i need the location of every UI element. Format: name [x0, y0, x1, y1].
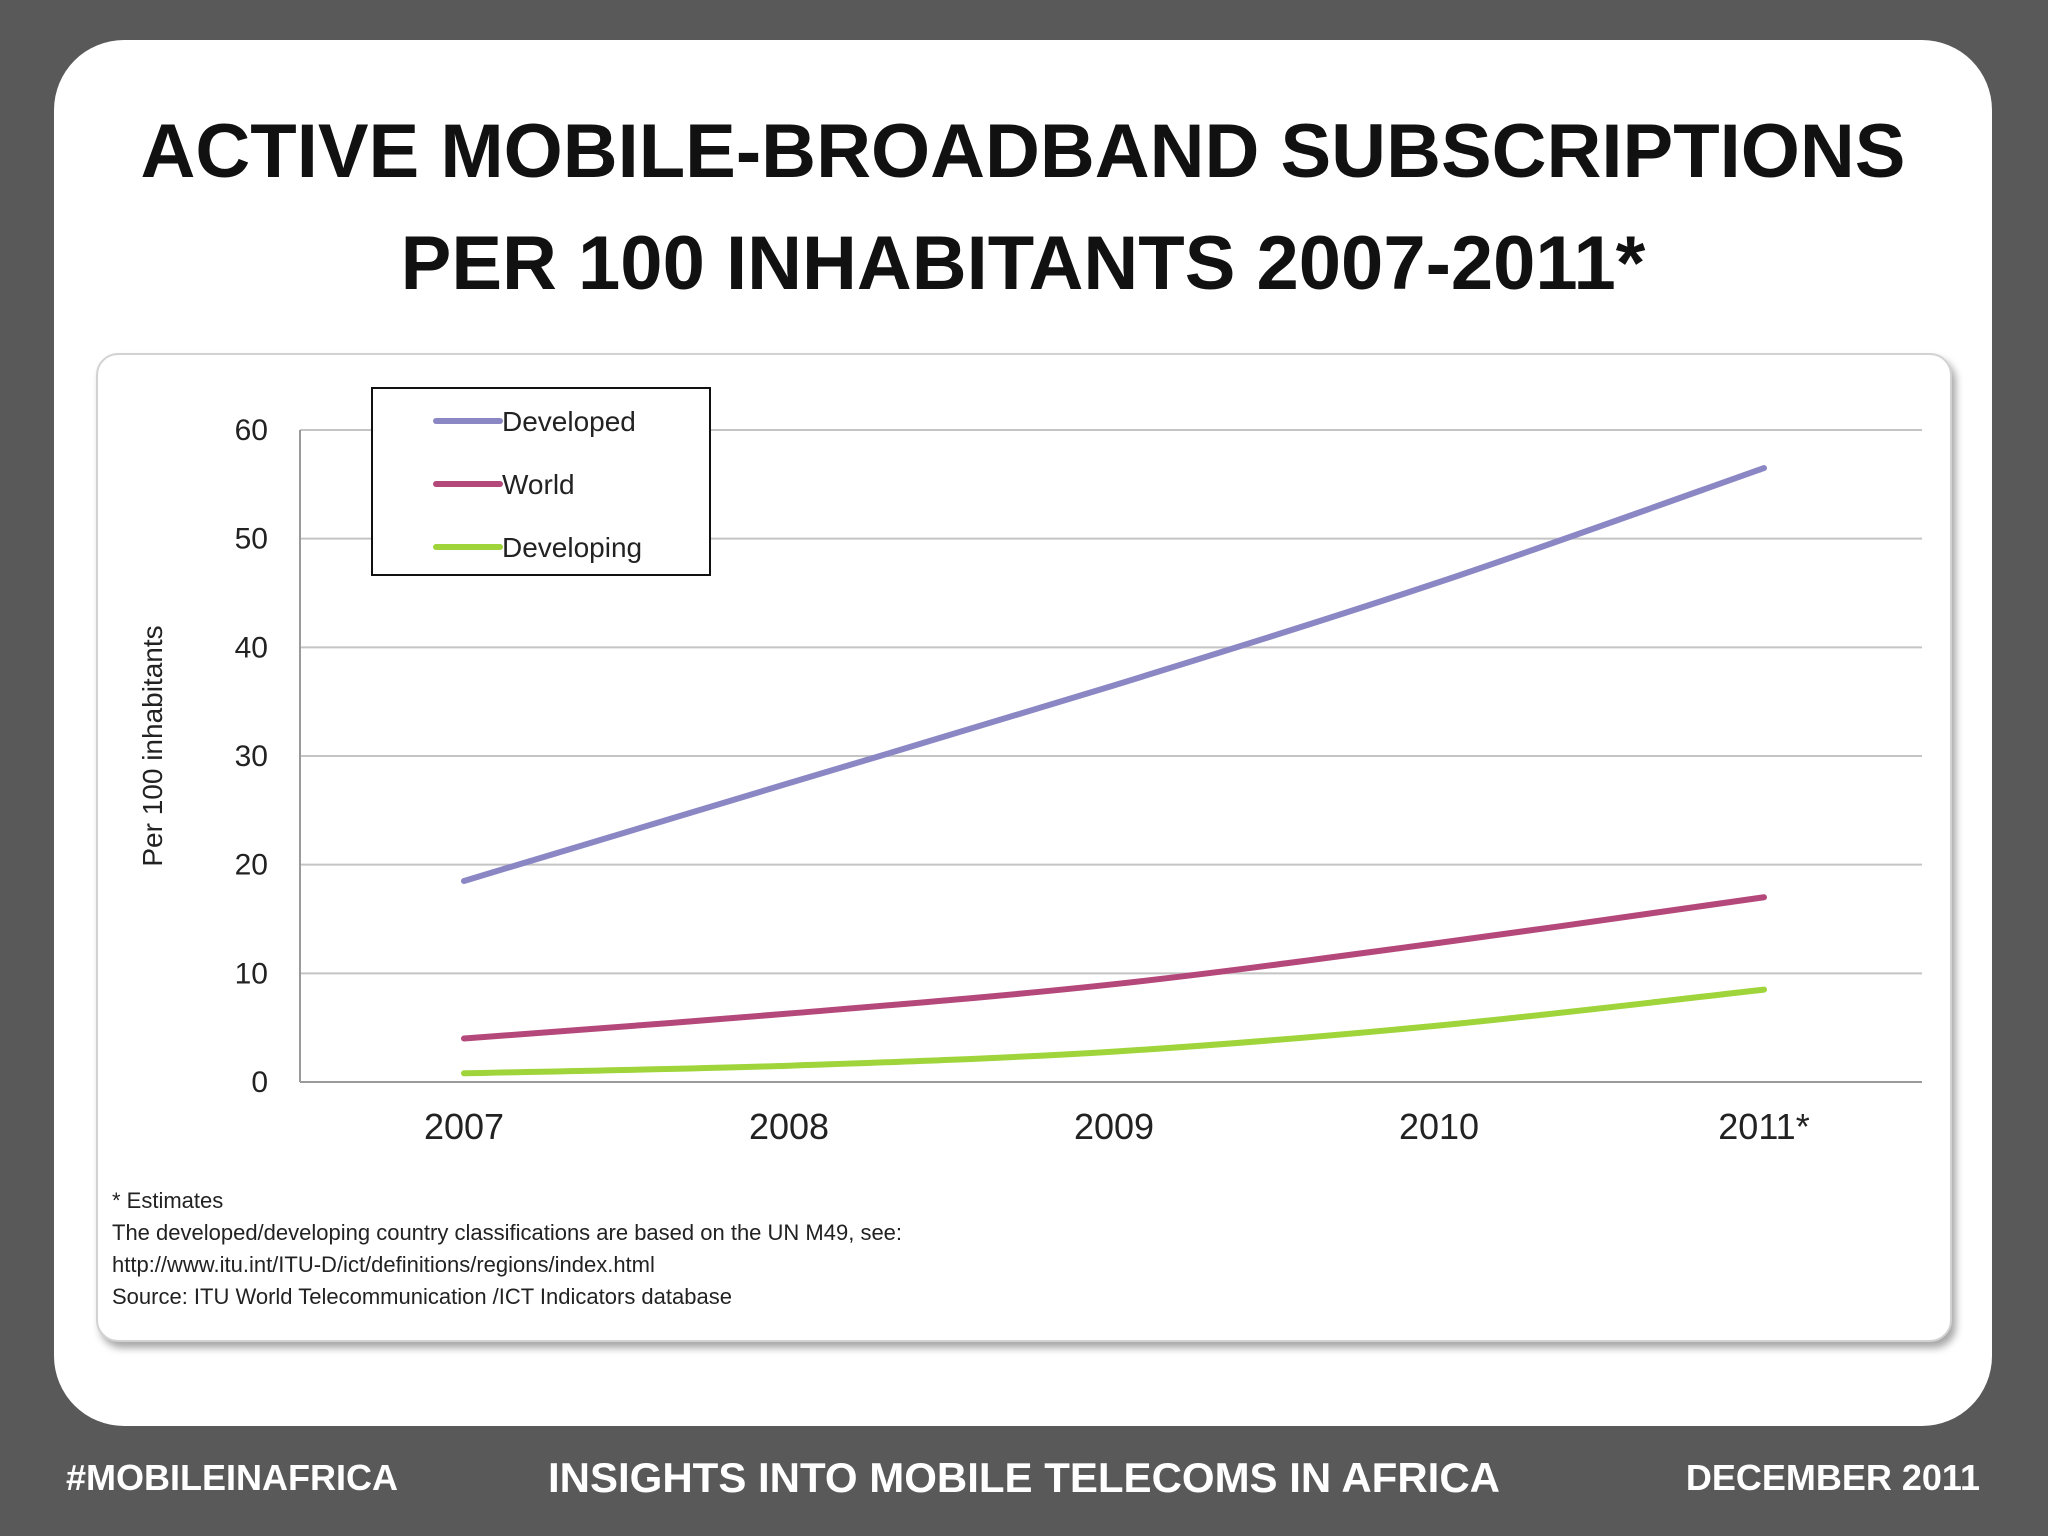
slide-title: ACTIVE MOBILE-BROADBAND SUBSCRIPTIONS PE… [54, 96, 1992, 320]
slide-card: ACTIVE MOBILE-BROADBAND SUBSCRIPTIONS PE… [54, 40, 1992, 1426]
x-tick-label: 2011* [1718, 1106, 1809, 1147]
slide-title-line-2: PER 100 INHABITANTS 2007-2011* [400, 221, 1646, 306]
note-classification: The developed/developing country classif… [112, 1220, 903, 1245]
x-tick-label: 2008 [749, 1106, 829, 1147]
legend-box [371, 387, 711, 576]
y-tick-label: 40 [235, 631, 268, 664]
footer-hashtag: #MOBILEINAFRICA [66, 1457, 398, 1498]
x-tick-label: 2009 [1074, 1106, 1154, 1147]
y-tick-label: 0 [251, 1066, 268, 1099]
data-point-developing [1438, 1024, 1440, 1026]
data-point-developed [788, 782, 790, 784]
legend-label-world: World [502, 469, 575, 500]
note-url: http://www.itu.int/ITU-D/ict/definitions… [112, 1252, 655, 1277]
data-point-world [1438, 942, 1440, 944]
note-source: Source: ITU World Telecommunication /ICT… [112, 1284, 732, 1309]
y-tick-label: 20 [235, 849, 268, 882]
y-tick-label: 10 [235, 957, 268, 990]
legend-label-developed: Developed [502, 406, 636, 437]
y-tick-label: 50 [235, 523, 268, 556]
data-point-world [1763, 896, 1765, 898]
x-tick-label: 2010 [1399, 1106, 1479, 1147]
chart-panel: 0 10 20 30 40 50 60 2007 2008 2009 2010 2011* Per 10… [96, 353, 1952, 1342]
data-point-developed [1763, 467, 1765, 469]
footer-date: DECEMBER 2011 [1685, 1457, 1980, 1498]
series-line-world [461, 894, 1767, 1042]
series-line-developing [461, 986, 1767, 1077]
y-tick-label: 30 [235, 740, 268, 773]
data-point-developing [1113, 1051, 1115, 1053]
note-estimates: * Estimates [112, 1188, 224, 1213]
data-point-developed [463, 880, 465, 882]
data-point-world [1113, 983, 1115, 985]
line-chart: 0 10 20 30 40 50 60 2007 2008 2009 2010 2011* Per 10… [137, 387, 1922, 1147]
data-point-developing [1763, 989, 1765, 991]
footer-tagline: INSIGHTS INTO MOBILE TELECOMS IN AFRICA [547, 1454, 1500, 1501]
x-tick-label: 2007 [424, 1106, 504, 1147]
slide-title-line-1: ACTIVE MOBILE-BROADBAND SUBSCRIPTIONS [140, 109, 1906, 194]
y-tick-label: 60 [235, 414, 268, 447]
legend-label-developing: Developing [502, 532, 642, 563]
data-point-developing [788, 1065, 790, 1067]
chart-notes: * Estimates The developed/developing cou… [112, 1185, 1212, 1313]
data-point-developing [463, 1072, 465, 1074]
y-axis-label: Per 100 inhabitants [137, 625, 168, 866]
data-point-developed [1113, 684, 1115, 686]
data-point-world [463, 1038, 465, 1040]
data-point-world [788, 1013, 790, 1015]
data-point-developed [1438, 581, 1440, 583]
